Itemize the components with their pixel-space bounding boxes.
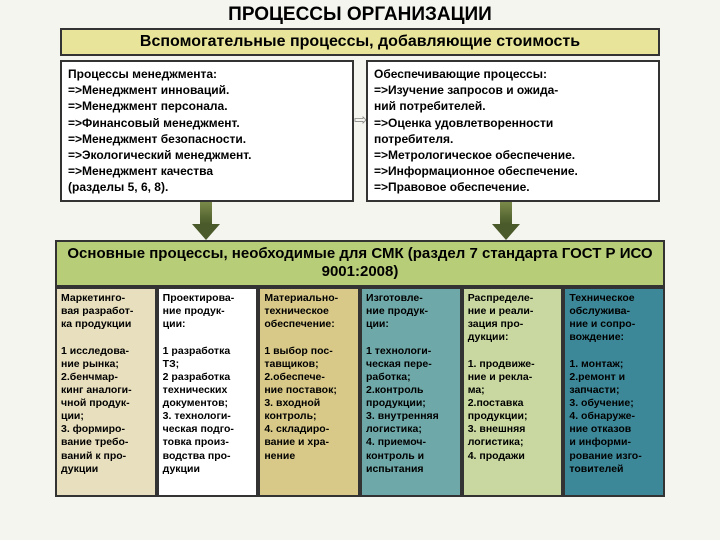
- col-distribute: Распределе- ние и реали- зация про- дукц…: [462, 287, 564, 497]
- main-title: ПРОЦЕССЫ ОРГАНИЗАЦИИ: [0, 0, 720, 28]
- col-service: Техническое обслужива- ние и сопро- вожд…: [563, 287, 665, 497]
- top-row: Процессы менеджмента: =>Менеджмент иннов…: [60, 60, 660, 202]
- arrow-right-head: [492, 224, 520, 240]
- col-supply: Материально- техническое обеспечение: 1 …: [258, 287, 360, 497]
- arrow-left-stem: [200, 202, 212, 224]
- down-arrows: [0, 202, 720, 240]
- col-manufacture: Изготовле- ние продук- ции: 1 технологи-…: [360, 287, 462, 497]
- sub-header: Вспомогательные процессы, добавляющие ст…: [60, 28, 660, 56]
- col-design: Проектирова- ние продук- ции: 1 разработ…: [157, 287, 259, 497]
- col-marketing: Маркетинго- вая разработ- ка продукции 1…: [55, 287, 157, 497]
- top-left-box: Процессы менеджмента: =>Менеджмент иннов…: [60, 60, 354, 202]
- top-right-box: Обеспечивающие процессы: =>Изучение запр…: [366, 60, 660, 202]
- mid-header: Основные процессы, необходимые для СМК (…: [55, 240, 665, 288]
- arrow-right-stem: [500, 202, 512, 224]
- columns-row: Маркетинго- вая разработ- ка продукции 1…: [55, 287, 665, 497]
- arrow-left-head: [192, 224, 220, 240]
